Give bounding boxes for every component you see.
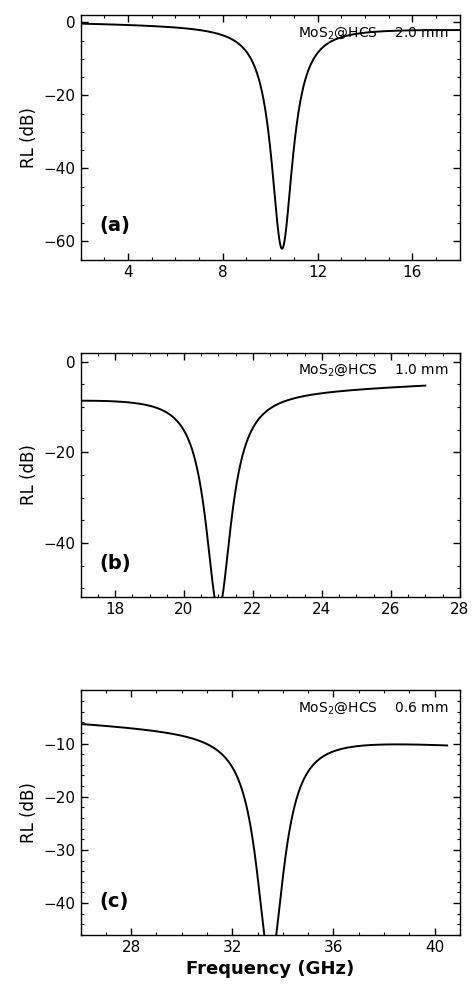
Text: MoS$_2$@HCS    0.6 mm: MoS$_2$@HCS 0.6 mm bbox=[298, 700, 448, 716]
Y-axis label: RL (dB): RL (dB) bbox=[20, 107, 38, 168]
Y-axis label: RL (dB): RL (dB) bbox=[20, 445, 38, 505]
Text: (b): (b) bbox=[100, 554, 131, 573]
Text: MoS$_2$@HCS    1.0 mm: MoS$_2$@HCS 1.0 mm bbox=[298, 362, 448, 378]
Y-axis label: RL (dB): RL (dB) bbox=[20, 782, 38, 843]
Text: (c): (c) bbox=[100, 892, 129, 911]
Text: MoS$_2$@HCS    2.0 mm: MoS$_2$@HCS 2.0 mm bbox=[298, 25, 448, 41]
Text: (a): (a) bbox=[100, 216, 130, 235]
X-axis label: Frequency (GHz): Frequency (GHz) bbox=[186, 960, 354, 978]
